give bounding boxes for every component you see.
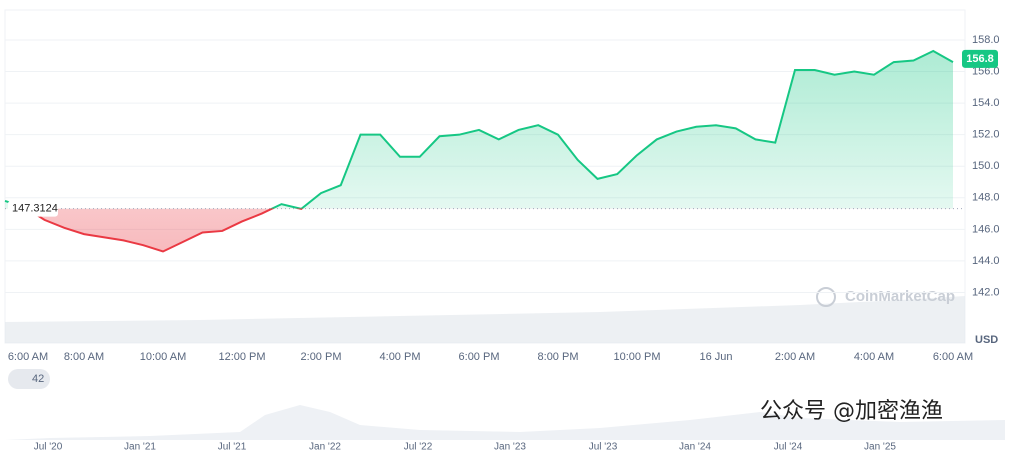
x-tick-label: 12:00 PM: [218, 351, 265, 363]
current-price-tag: [962, 49, 998, 68]
x-tick-label: 8:00 AM: [64, 351, 104, 363]
y-tick-label: 148.0: [972, 192, 1000, 204]
x-tick-label: 4:00 AM: [854, 351, 894, 363]
x-tick-label: 10:00 PM: [613, 351, 660, 363]
y-tick-label: 154.0: [972, 97, 1000, 109]
x-tick-label: 6:00 PM: [459, 351, 500, 363]
area-down: [26, 208, 302, 252]
navigator-label: Jan '24: [679, 442, 711, 453]
navigator-label: Jan '21: [124, 442, 156, 453]
navigator-label: Jan '23: [494, 442, 526, 453]
navigator-label: Jul '23: [589, 442, 618, 453]
x-tick-label: 2:00 AM: [775, 351, 815, 363]
y-unit: USD: [975, 334, 998, 346]
volume-area: [5, 296, 965, 343]
current-price-label: 156.8: [966, 53, 994, 65]
navigator-area: [5, 405, 1005, 440]
y-tick-label: 146.0: [972, 223, 1000, 235]
baseline-label-bg: [8, 200, 58, 217]
x-tick-label: 16 Jun: [699, 351, 732, 363]
area-up: [5, 51, 953, 209]
navigator-label: Jan '25: [864, 442, 896, 453]
navigator-label: Jan '22: [309, 442, 341, 453]
y-tick-label: 150.0: [972, 160, 1000, 172]
navigator-label: Jul '24: [774, 442, 803, 453]
price-line: [4, 49, 954, 253]
y-tick-label: 144.0: [972, 255, 1000, 267]
y-tick-label: 152.0: [972, 129, 1000, 141]
badge[interactable]: [8, 369, 50, 389]
x-tick-label: 8:00 PM: [538, 351, 579, 363]
x-tick-label: 10:00 AM: [140, 351, 186, 363]
overlay-text: 公众号 @加密渔渔: [760, 399, 943, 424]
x-tick-label: 6:00 AM: [8, 351, 48, 363]
x-tick-label: 2:00 PM: [301, 351, 342, 363]
x-tick-label: 4:00 PM: [380, 351, 421, 363]
y-tick-label: 142.0: [972, 286, 1000, 298]
navigator-label: Jul '22: [404, 442, 433, 453]
watermark: CoinMarketCap: [845, 288, 955, 305]
badge-text: 42: [32, 373, 44, 385]
watermark-logo: [816, 287, 836, 307]
x-tick-label: 6:00 AM: [933, 351, 973, 363]
y-tick-label: 156.0: [972, 65, 1000, 77]
navigator-label: Jul '21: [218, 442, 247, 453]
baseline-label: 147.3124: [12, 203, 58, 215]
navigator-label: Jul '20: [34, 442, 63, 453]
y-tick-label: 158.0: [972, 34, 1000, 46]
